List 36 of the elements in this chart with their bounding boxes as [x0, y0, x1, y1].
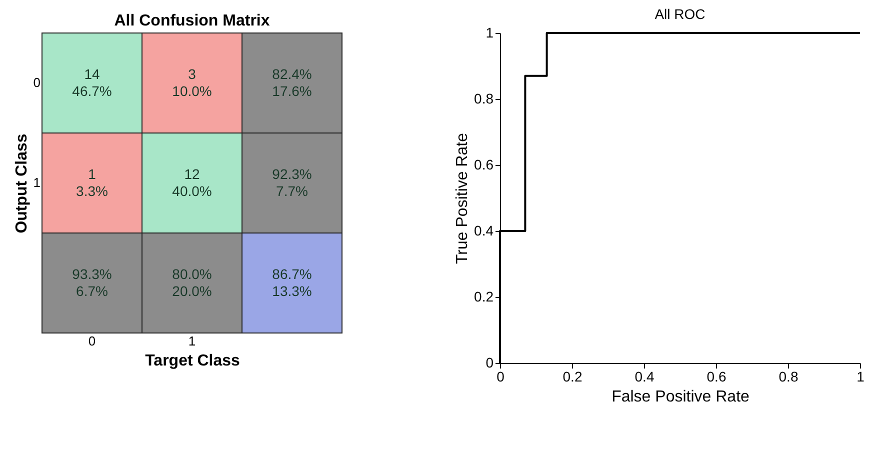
- x-axis-title: Target Class: [145, 352, 240, 370]
- data-label: 12: [184, 166, 200, 182]
- data-label: 80.0%: [172, 266, 212, 282]
- chart-title: All Confusion Matrix: [114, 12, 270, 30]
- y-tick-label: 1: [486, 24, 494, 40]
- annotation: 40.0%: [172, 183, 212, 199]
- y-tick-label: 0.6: [474, 156, 494, 172]
- x-tick-label: 0.8: [778, 368, 798, 384]
- x-tick-label: 1: [856, 368, 865, 384]
- x-tick-label: 0: [496, 368, 505, 384]
- annotation: 20.0%: [172, 283, 212, 299]
- annotation: 10.0%: [172, 83, 212, 99]
- annotation: 46.7%: [72, 83, 112, 99]
- annotation: 6.7%: [76, 283, 108, 299]
- y-tick-label: 0.4: [474, 222, 494, 238]
- data-label: 92.3%: [272, 166, 312, 182]
- annotation: 3.3%: [76, 183, 108, 199]
- data-label: 1: [88, 166, 96, 182]
- chart-title: All ROC: [654, 6, 706, 22]
- y-axis-title: Output Class: [13, 134, 30, 234]
- y-tick-label: 0.8: [474, 90, 494, 106]
- x-tick-label: 0.6: [706, 368, 726, 384]
- data-label: 82.4%: [272, 66, 312, 82]
- x-tick-label: 0.4: [634, 368, 654, 384]
- data-label: 14: [84, 66, 100, 82]
- data-label: 93.3%: [72, 266, 112, 282]
- data-label: 3: [188, 66, 196, 82]
- y-tick-label: 0: [486, 354, 494, 370]
- x-tick-label: 0.2: [562, 368, 582, 384]
- y-tick-label: 0.2: [474, 288, 494, 304]
- annotation: 13.3%: [272, 283, 312, 299]
- y-axis-title: True Positive Rate: [454, 132, 472, 264]
- annotation: 17.6%: [272, 83, 312, 99]
- data-label: 86.7%: [272, 266, 312, 282]
- annotation: 7.7%: [276, 183, 308, 199]
- x-axis-title: False Positive Rate: [612, 388, 750, 406]
